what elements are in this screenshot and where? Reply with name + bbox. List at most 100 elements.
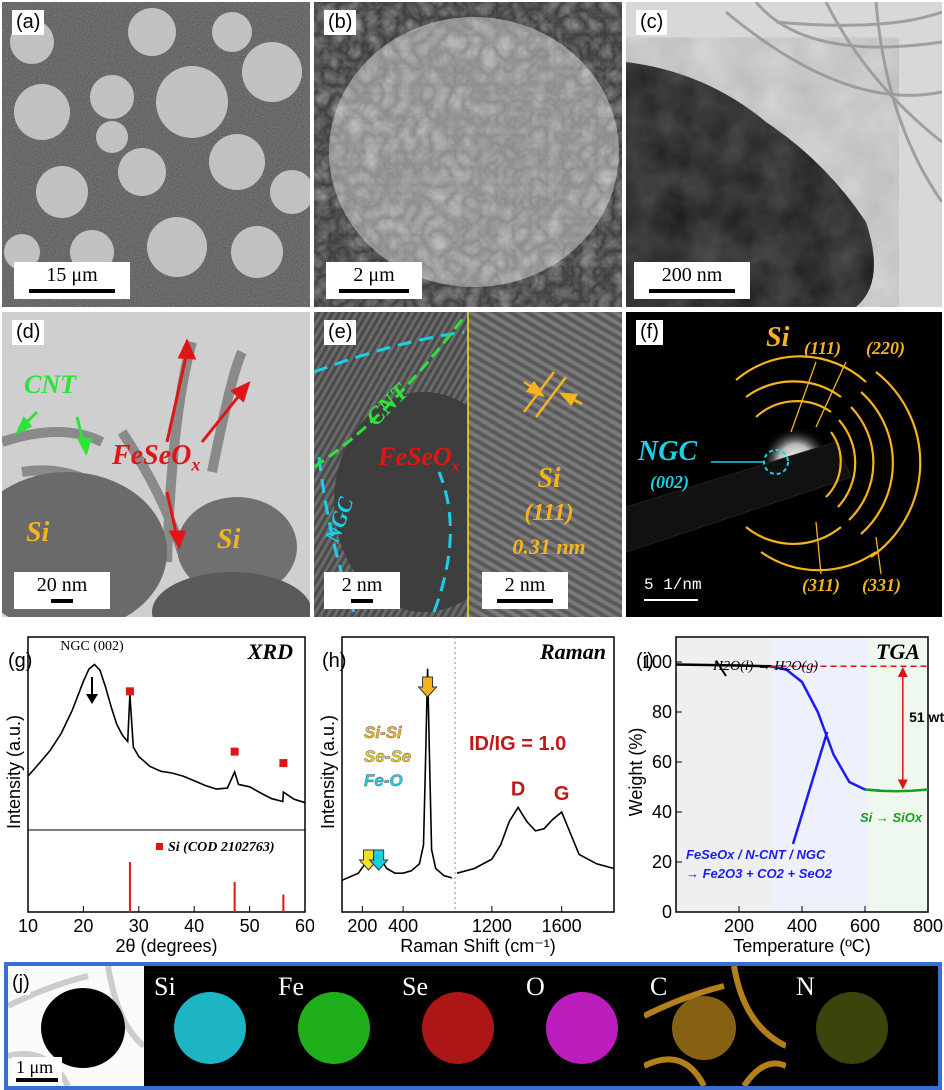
water-annotation: H2O(l) → H2O(g)	[712, 659, 818, 674]
feseox-label: FeSeOx	[112, 440, 201, 475]
chart-xrd: Si (COD 2102763) 10 20 30 40 50 60 2θ (degrees)…	[4, 636, 314, 956]
panel-c: (c) 200 nm	[626, 2, 942, 307]
y-tick-label: 40	[652, 802, 672, 822]
ngc-annotation: NGC (002)	[60, 639, 124, 654]
scale-text: 2 nm	[504, 574, 546, 596]
sem-image-a	[2, 2, 310, 307]
raman-high-range-line	[456, 805, 615, 874]
x-tick-label: 10	[18, 916, 38, 936]
element-label: Se	[402, 972, 428, 1001]
tga-curve-oxidation	[864, 788, 929, 793]
chart-title: TGA	[876, 639, 920, 664]
scale-bar: 15 μm	[14, 262, 130, 299]
cnt-label: CNT	[24, 370, 76, 399]
element-label: Si	[154, 972, 176, 1001]
y-axis-label: Weight (%)	[628, 728, 646, 817]
reaction-annotation-2: → Fe2O3 + CO2 + SeO2	[686, 866, 833, 881]
reaction-annotation-1: FeSeOx / N-CNT / NGC	[686, 847, 826, 862]
ngc-label: NGC	[638, 436, 698, 467]
region-dehydration	[676, 637, 771, 912]
tem-image-c	[626, 2, 942, 307]
si-lattice-labels: Si (111) 0.31 nm	[484, 462, 614, 564]
x-axis-label: 2θ (degrees)	[115, 936, 217, 956]
y-tick-label: 20	[652, 852, 672, 872]
scale-bar: 2 μm	[326, 262, 422, 299]
reaction-arrow	[791, 731, 829, 845]
eds-mapping-panel: (j) 1 μm Si Fe Se O C N	[4, 962, 942, 1090]
si-peak-marker	[279, 759, 288, 768]
legend-label: Si-Si	[364, 723, 403, 742]
panel-label: (j)	[12, 972, 30, 995]
si-label-right: Si	[217, 524, 241, 555]
xrd-pattern-line	[27, 663, 306, 804]
panel-label: (d)	[12, 320, 45, 345]
panel-label: (f)	[636, 320, 663, 345]
eds-map-c: C	[644, 966, 786, 1086]
oxidation-annotation: Si → SiOx	[860, 810, 923, 825]
x-tick-label: 60	[295, 916, 314, 936]
reference-legend-label: Si (COD 2102763)	[168, 840, 275, 855]
x-axis-label: Raman Shift (cm⁻¹)	[400, 936, 556, 956]
peak-g-label: G	[554, 783, 570, 805]
reference-legend-marker	[156, 843, 163, 850]
dspacing-label: 0.31 nm	[512, 534, 586, 559]
plane-331: (331)	[862, 575, 901, 595]
eds-haadf: (j) 1 μm	[8, 966, 144, 1086]
x-tick-label: 200	[724, 916, 754, 936]
loss-arrowhead-top	[897, 667, 908, 677]
sem-image-b	[314, 2, 622, 307]
panel-label: (b)	[324, 10, 357, 35]
y-axis-label: Intensity (a.u.)	[318, 715, 338, 829]
y-tick-label: 80	[652, 702, 672, 722]
panel-a: (a) 15 μm	[2, 2, 310, 307]
plane-111: (111)	[804, 338, 842, 358]
y-tick-label: 60	[652, 752, 672, 772]
region-decomposition	[770, 637, 869, 912]
water-arrow	[715, 659, 727, 677]
element-label: C	[650, 972, 668, 1001]
scale-bar-left: 2 nm	[324, 572, 400, 609]
scale-text: 200 nm	[661, 264, 723, 286]
si-peak-marker	[230, 747, 239, 756]
panel-label: (i)	[636, 650, 654, 672]
si-label: Si	[537, 463, 561, 494]
eds-map-si: Si	[148, 966, 266, 1086]
element-label: Fe	[278, 972, 304, 1001]
y-axis-label: Intensity (a.u.)	[4, 715, 24, 829]
panel-label: (a)	[12, 10, 45, 35]
hrtem-image-e	[314, 312, 622, 617]
si-peak-marker	[125, 687, 134, 696]
element-label: N	[796, 972, 815, 1001]
eds-map-se: Se	[396, 966, 514, 1086]
panel-label: (c)	[636, 10, 668, 35]
peak-d-label: D	[511, 778, 525, 800]
scale-bar: 1 μm	[12, 1057, 62, 1082]
panel-e: (e) CNT NGC FeSeOx Si (111) 0.31 nm 2 nm…	[314, 312, 622, 617]
x-tick-label: 1600	[542, 916, 582, 936]
ngc-plane-label: (002)	[650, 472, 689, 492]
scale-text: 20 nm	[36, 574, 88, 596]
x-tick-label: 20	[73, 916, 93, 936]
id-ig-ratio-label: ID/IG = 1.0	[469, 733, 566, 755]
legend-label: Fe-O	[364, 771, 403, 790]
panel-b: (b) 2 μm	[314, 2, 622, 307]
panel-d: (d) CNT FeSeOx Si Si 20 nm	[2, 312, 310, 617]
feseox-label: FeSeOx	[378, 442, 460, 476]
plane-220: (220)	[866, 338, 905, 358]
eds-map-fe: Fe	[272, 966, 390, 1086]
plane-311: (311)	[802, 575, 840, 595]
scale-bar-right: 2 nm	[482, 572, 568, 609]
x-tick-label: 800	[913, 916, 943, 936]
panel-label: (e)	[324, 320, 357, 345]
x-axis-label: Temperature (ºC)	[733, 936, 871, 956]
scale-text: 2 μm	[353, 264, 395, 286]
panel-f: (f) Si (111) (220) (311) (331) NGC (002)…	[626, 312, 942, 617]
x-tick-label: 30	[129, 916, 149, 936]
saed-pattern-f	[626, 312, 942, 617]
x-tick-label: 400	[388, 916, 418, 936]
x-tick-label: 600	[850, 916, 880, 936]
ngc-arrowhead	[86, 694, 98, 704]
eds-map-o: O	[520, 966, 638, 1086]
loss-arrowhead-bottom	[897, 779, 908, 790]
